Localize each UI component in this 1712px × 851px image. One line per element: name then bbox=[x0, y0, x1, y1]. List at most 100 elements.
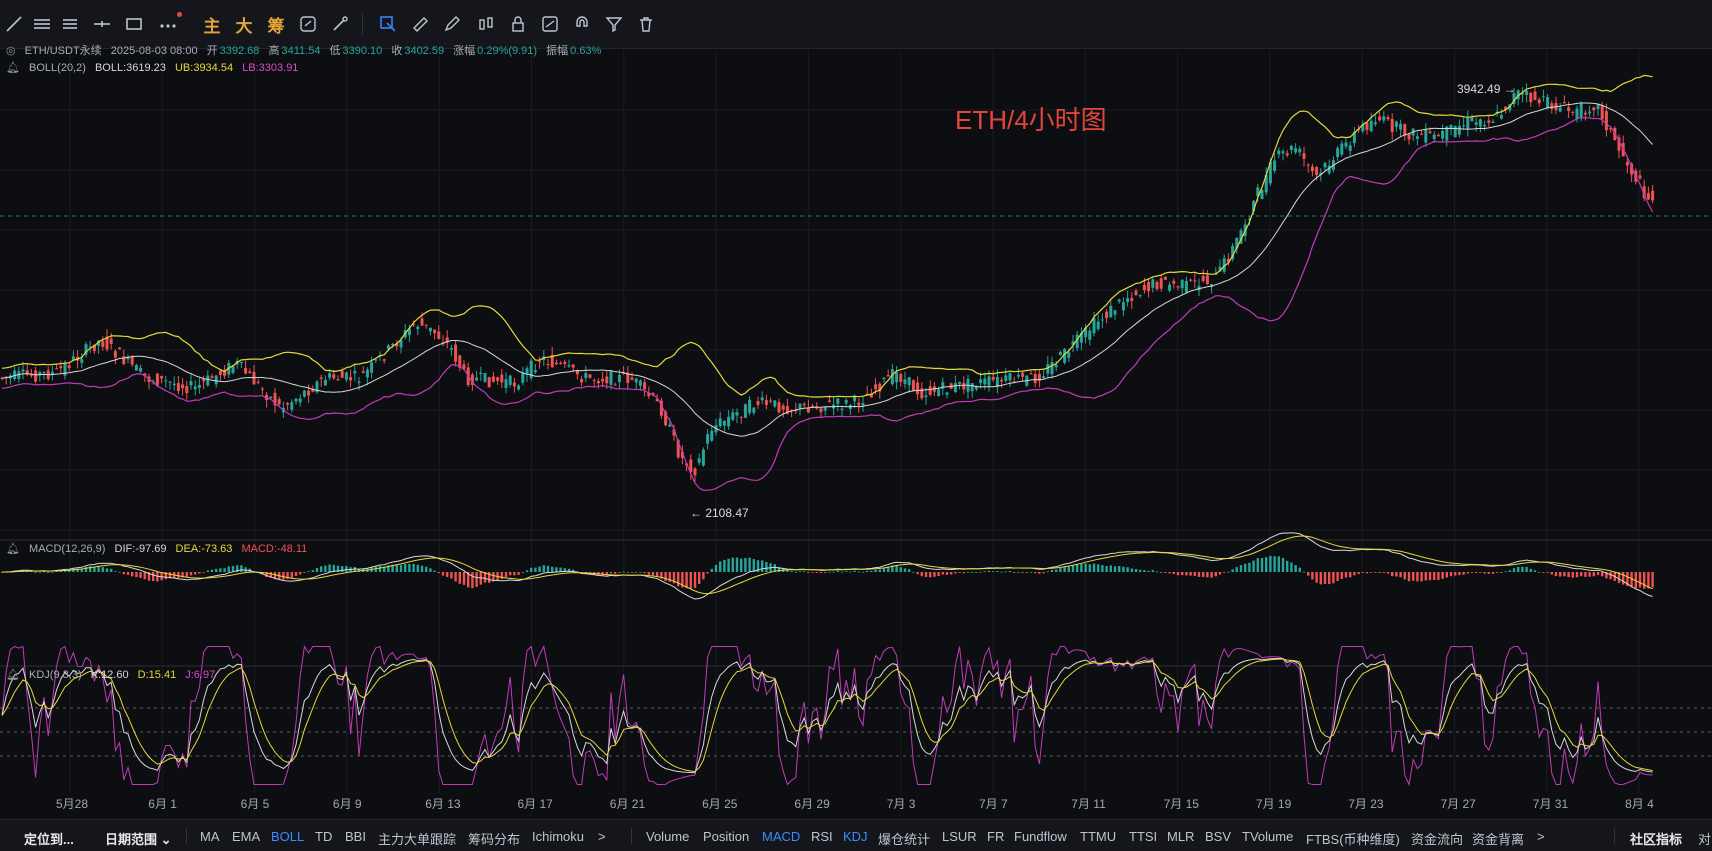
trash-icon[interactable] bbox=[634, 12, 658, 36]
locate-to-button[interactable]: 定位到... bbox=[24, 832, 74, 847]
macd-histogram-bar bbox=[756, 560, 760, 572]
parallel-lines-icon[interactable] bbox=[58, 12, 82, 36]
selection-icon[interactable] bbox=[376, 12, 400, 36]
macd-histogram-bar bbox=[1143, 570, 1146, 572]
indicator-kdj[interactable]: KDJ bbox=[843, 829, 868, 844]
macd-histogram-bar bbox=[740, 558, 743, 572]
macd-histogram-bar bbox=[937, 572, 940, 577]
macd-histogram-bar bbox=[1319, 572, 1322, 585]
indicator-mlr[interactable]: MLR bbox=[1167, 829, 1195, 844]
magnet-icon[interactable] bbox=[570, 12, 594, 36]
candle-body bbox=[769, 400, 773, 402]
date-range-button[interactable]: 日期范围 ⌄ bbox=[105, 832, 172, 847]
indicator-ichimoku[interactable]: Ichimoku bbox=[532, 829, 585, 844]
filter-icon[interactable] bbox=[602, 12, 626, 36]
macd-histogram-bar bbox=[1554, 572, 1558, 577]
macd-histogram-bar bbox=[307, 571, 310, 573]
candle-body bbox=[1155, 281, 1159, 289]
candle-body bbox=[1336, 148, 1340, 158]
rectangle-icon[interactable] bbox=[122, 12, 146, 36]
measure-icon[interactable] bbox=[408, 12, 432, 36]
candle-body bbox=[1138, 295, 1142, 297]
indicator-ttsi[interactable]: TTSI bbox=[1129, 829, 1158, 844]
candle-body bbox=[1193, 280, 1197, 282]
macd-histogram-bar bbox=[1164, 572, 1167, 573]
candle-body bbox=[1323, 162, 1327, 168]
price-chart-canvas[interactable] bbox=[0, 48, 1712, 818]
indicator-ftbs[interactable]: FTBS(币种维度) bbox=[1306, 832, 1400, 847]
lock-icon[interactable] bbox=[506, 12, 530, 36]
x-axis-label: 6月 25 bbox=[702, 797, 738, 811]
indicator-tvolume[interactable]: TVolume bbox=[1242, 829, 1294, 844]
indicator-fr[interactable]: FR bbox=[987, 829, 1005, 844]
candle-body bbox=[617, 374, 621, 383]
brush-icon[interactable] bbox=[328, 12, 352, 36]
candle-body bbox=[1567, 107, 1571, 111]
pen-icon[interactable] bbox=[440, 12, 464, 36]
sync-icon[interactable] bbox=[296, 12, 320, 36]
candle-body bbox=[1457, 125, 1461, 135]
macd-histogram-bar bbox=[492, 572, 495, 582]
indicator-td[interactable]: TD bbox=[315, 829, 333, 844]
horizontal-ray-icon[interactable] bbox=[30, 12, 54, 36]
indicator-position[interactable]: Position bbox=[703, 829, 750, 844]
indicator-chip[interactable]: 筹码分布 bbox=[468, 832, 521, 847]
candle-body bbox=[790, 409, 794, 411]
macd-histogram-bar bbox=[135, 572, 138, 578]
candle-body bbox=[571, 364, 575, 368]
candle-body bbox=[1520, 93, 1524, 95]
macd-histogram-bar bbox=[395, 565, 398, 572]
candle-body bbox=[290, 402, 294, 410]
indicator-volume[interactable]: Volume bbox=[646, 829, 690, 844]
indicator-main-force[interactable]: 主力大单跟踪 bbox=[378, 832, 457, 847]
candle-body bbox=[1428, 131, 1432, 133]
macd-histogram-bar bbox=[1525, 566, 1528, 572]
candle-body bbox=[798, 403, 802, 409]
compare-button[interactable]: 对 bbox=[1698, 832, 1712, 847]
bell-icon[interactable]: 🔔︎ bbox=[6, 62, 20, 74]
chip-button[interactable]: 筹 bbox=[264, 12, 288, 36]
indicator-rsi[interactable]: RSI bbox=[811, 829, 833, 844]
horizontal-line-icon[interactable] bbox=[90, 12, 114, 36]
more-sub-indicators[interactable]: > bbox=[1537, 829, 1545, 844]
indicator-macd[interactable]: MACD bbox=[762, 829, 801, 844]
indicator-ma[interactable]: MA bbox=[200, 829, 220, 844]
indicator-bbi[interactable]: BBI bbox=[345, 829, 366, 844]
candle-body bbox=[1474, 122, 1478, 125]
boll-lb-value: LB:3303.91 bbox=[242, 62, 299, 74]
macd-histogram-bar bbox=[1273, 556, 1276, 572]
indicator-bsv[interactable]: BSV bbox=[1205, 829, 1232, 844]
main-force-button[interactable]: 主 bbox=[200, 12, 224, 36]
line-tool-icon[interactable] bbox=[2, 12, 26, 36]
candle-body bbox=[122, 356, 126, 365]
candle-body bbox=[643, 382, 647, 390]
indicator-ema[interactable]: EMA bbox=[232, 829, 261, 844]
visibility-toggle-icon[interactable]: ◎ bbox=[6, 45, 16, 57]
indicator-ttmu[interactable]: TTMU bbox=[1080, 829, 1117, 844]
more-tools-icon[interactable] bbox=[156, 12, 182, 36]
note-icon[interactable] bbox=[538, 12, 562, 36]
candle-body bbox=[1285, 153, 1289, 156]
macd-histogram-bar bbox=[1353, 572, 1356, 576]
candle-body bbox=[995, 376, 999, 388]
bell-icon[interactable]: 🔔︎ bbox=[6, 669, 20, 681]
indicator-fundflow[interactable]: Fundflow bbox=[1014, 829, 1067, 844]
indicator-lsur[interactable]: LSUR bbox=[942, 829, 977, 844]
candle-body bbox=[294, 398, 298, 402]
candle-body bbox=[1386, 117, 1390, 120]
indicator-boll[interactable]: BOLL bbox=[271, 829, 305, 844]
macd-histogram-bar bbox=[1084, 563, 1087, 572]
candle-settings-icon[interactable] bbox=[474, 12, 498, 36]
candle-body bbox=[391, 343, 395, 345]
more-main-indicators[interactable]: > bbox=[598, 829, 606, 844]
candle-body bbox=[1046, 364, 1050, 374]
candle-body bbox=[806, 407, 810, 413]
indicator-fund-direction[interactable]: 资金流向 bbox=[1411, 832, 1464, 847]
community-indicators-button[interactable]: 社区指标 bbox=[1630, 832, 1683, 847]
indicator-liquidation[interactable]: 爆仓统计 bbox=[878, 832, 931, 847]
indicator-fund-divergence[interactable]: 资金背离 bbox=[1472, 832, 1525, 847]
big-order-button[interactable]: 大 bbox=[232, 12, 256, 36]
candle-body bbox=[1361, 124, 1365, 132]
bell-icon[interactable]: 🔔︎ bbox=[6, 543, 20, 555]
